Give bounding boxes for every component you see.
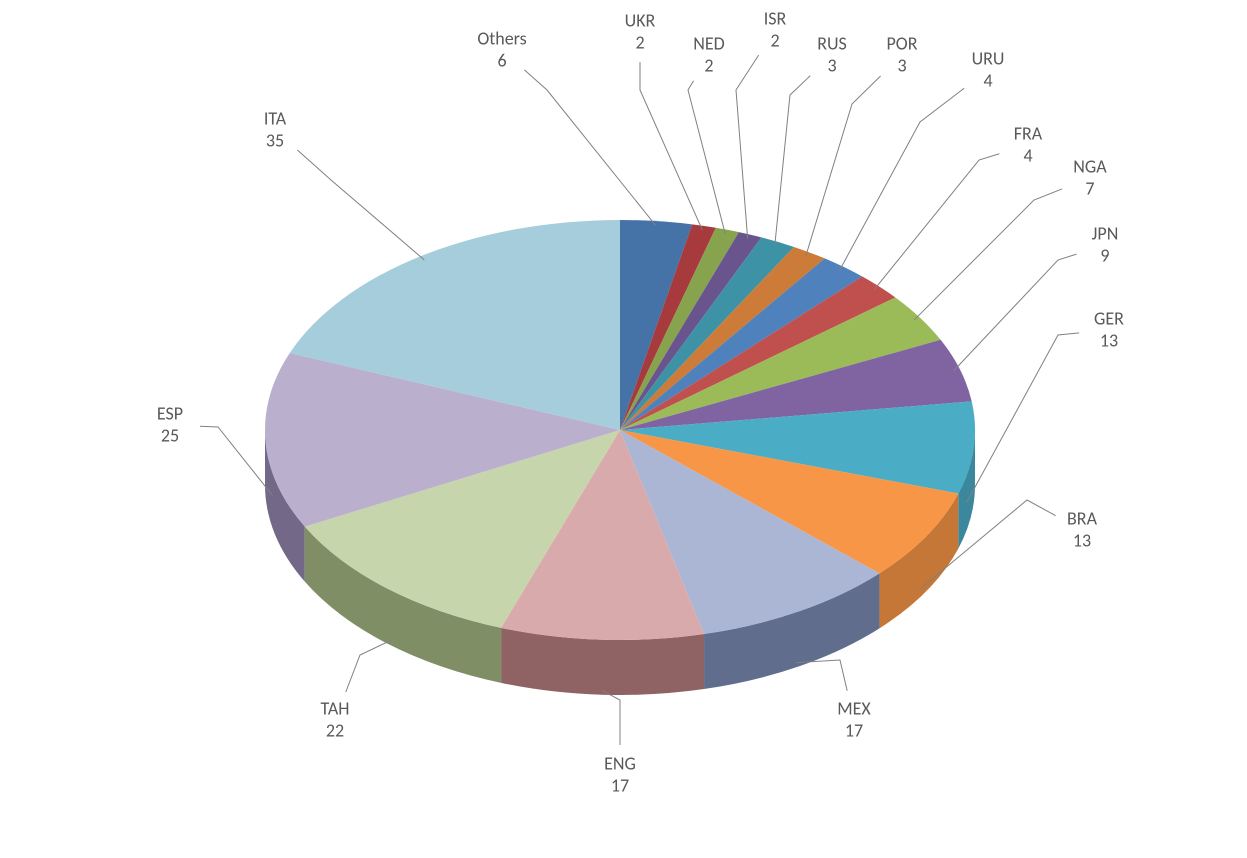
leader-line	[775, 76, 811, 246]
pie-chart-svg	[0, 0, 1247, 858]
leader-line	[874, 154, 999, 290]
leader-line	[736, 55, 759, 238]
leader-line	[346, 640, 392, 692]
leader-line	[524, 70, 655, 225]
leader-line	[967, 333, 1080, 503]
leader-line	[200, 426, 273, 495]
leader-line	[953, 254, 1076, 371]
leader-line	[640, 62, 702, 230]
leader-line	[602, 691, 620, 745]
leader-line	[297, 150, 424, 260]
pie-chart-3d: Others6UKR2NED2ISR2RUS3POR3URU4FRA4NGA7J…	[0, 0, 1247, 858]
leader-line	[914, 189, 1062, 320]
leader-line	[840, 88, 965, 270]
leader-line	[806, 76, 881, 256]
